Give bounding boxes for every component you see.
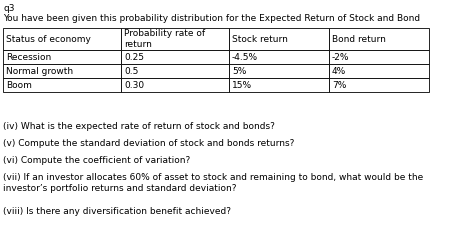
Text: -2%: -2% (332, 53, 350, 61)
Bar (229, 28, 329, 50)
Text: Recession: Recession (6, 53, 51, 61)
Text: (vi) Compute the coefficient of variation?: (vi) Compute the coefficient of variatio… (3, 156, 190, 165)
Bar (121, 78, 229, 92)
Bar (329, 78, 429, 92)
Text: (vii) If an investor allocates 60% of asset to stock and remaining to bond, what: (vii) If an investor allocates 60% of as… (3, 173, 423, 193)
Text: 7%: 7% (332, 81, 346, 90)
Text: (viii) Is there any diversification benefit achieved?: (viii) Is there any diversification bene… (3, 207, 231, 216)
Text: Normal growth: Normal growth (6, 67, 73, 76)
Text: 4%: 4% (332, 67, 346, 76)
Bar (329, 50, 429, 64)
Text: -4.5%: -4.5% (232, 53, 258, 61)
Text: 0.25: 0.25 (124, 53, 144, 61)
Text: 15%: 15% (232, 81, 252, 90)
Text: You have been given this probability distribution for the Expected Return of Sto: You have been given this probability dis… (3, 14, 420, 23)
Bar (121, 64, 229, 78)
Bar (3, 50, 121, 64)
Bar (3, 64, 121, 78)
Text: 0.5: 0.5 (124, 67, 139, 76)
Text: 0.30: 0.30 (124, 81, 144, 90)
Bar (229, 50, 329, 64)
Bar (229, 78, 329, 92)
Text: Bond return: Bond return (332, 35, 386, 44)
Text: Probability rate of
return: Probability rate of return (124, 29, 205, 49)
Bar (121, 50, 229, 64)
Text: (v) Compute the standard deviation of stock and bonds returns?: (v) Compute the standard deviation of st… (3, 139, 294, 148)
Text: (iv) What is the expected rate of return of stock and bonds?: (iv) What is the expected rate of return… (3, 122, 275, 131)
Text: Boom: Boom (6, 81, 32, 90)
Bar (229, 64, 329, 78)
Bar (121, 28, 229, 50)
Bar (329, 64, 429, 78)
Bar (329, 28, 429, 50)
Text: q3: q3 (3, 4, 15, 13)
Text: Status of economy: Status of economy (6, 35, 91, 44)
Text: Stock return: Stock return (232, 35, 288, 44)
Bar (3, 28, 121, 50)
Bar (3, 78, 121, 92)
Text: 5%: 5% (232, 67, 246, 76)
